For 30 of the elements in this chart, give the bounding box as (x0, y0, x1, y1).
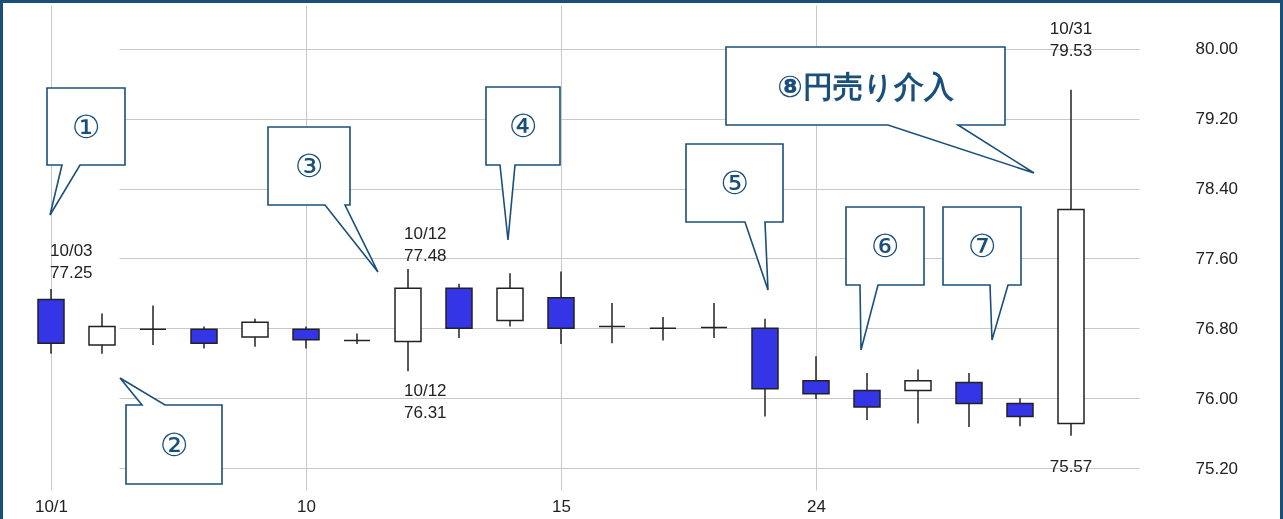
annotation: ① (71, 107, 101, 146)
annotation: 10/12 76.31 (404, 380, 447, 422)
candlestick (700, 302, 728, 339)
candlestick (343, 332, 371, 345)
y-tick-label: 76.00 (1195, 388, 1239, 408)
annotation: ③ (294, 147, 324, 185)
annotation: 10/12 77.48 (404, 223, 447, 265)
candlestick (649, 316, 677, 342)
candlestick (904, 368, 932, 425)
y-tick-label: 80.00 (1195, 39, 1239, 59)
y-tick-label: 75.20 (1195, 458, 1239, 478)
annotation: ⑥ (870, 227, 900, 265)
annotation: 10/03 77.25 (50, 240, 93, 282)
y-tick-label: 77.60 (1195, 248, 1239, 268)
y-tick-label: 78.40 (1195, 179, 1239, 199)
annotation: 10/31 79.53 (1049, 18, 1093, 60)
candlestick (598, 302, 626, 344)
annotation: ② (159, 425, 189, 464)
annotation: 75.57 (1049, 456, 1093, 476)
x-tick-label: 15 (552, 496, 571, 516)
annotation: ⑧円売り介入 (777, 68, 955, 104)
annotation: ④ (508, 107, 538, 145)
x-tick-label: 24 (807, 496, 826, 516)
annotation: ⑦ (967, 227, 997, 265)
annotation: ⑤ (720, 164, 749, 202)
y-tick-label: 76.80 (1195, 318, 1239, 338)
x-tick-label: 10 (297, 496, 316, 516)
x-tick-label: 10/1 (34, 496, 69, 516)
y-tick-label: 79.20 (1195, 109, 1239, 129)
candlestick (139, 304, 167, 346)
